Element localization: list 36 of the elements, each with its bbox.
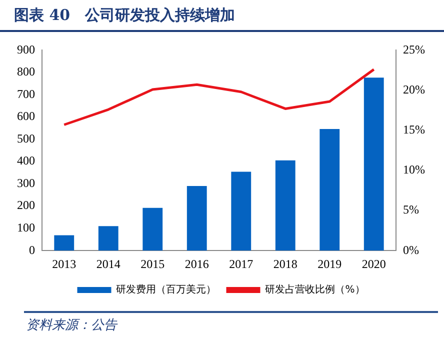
bar (186, 186, 207, 251)
y-tick-label: 600 (17, 109, 35, 124)
bar (231, 172, 252, 251)
legend-label: 研发费用（百万美元） (116, 284, 216, 296)
chart-title: 图表 40 公司研发投入持续增加 (14, 6, 236, 25)
y-tick-label: 700 (17, 86, 35, 101)
bar (142, 208, 163, 251)
y-tick-label: 400 (17, 154, 35, 168)
legend-label: 研发占营收比例（%） (265, 284, 365, 296)
y2-tick-label: 25% (403, 42, 426, 56)
bar (320, 129, 340, 251)
y-tick-label: 300 (17, 176, 35, 190)
y-tick-label: 0 (29, 242, 35, 257)
text: 资料来源：公告 (26, 317, 117, 334)
x-tick-label: 2015 (140, 256, 165, 271)
x-tick-label: 2013 (52, 256, 76, 271)
y-tick-label: 200 (17, 198, 35, 212)
y2-tick-label: 20% (403, 82, 426, 96)
x-tick-label: 2017 (229, 256, 254, 271)
y2-tick-label: 0% (403, 242, 420, 257)
y-tick-label: 100 (17, 220, 35, 234)
x-tick-label: 2014 (96, 256, 120, 271)
x-tick-label: 2018 (273, 256, 298, 271)
y2-tick-label: 15% (403, 122, 426, 137)
x-tick-label: 2016 (184, 256, 209, 271)
bar (275, 160, 296, 251)
y2-tick-label: 10% (403, 162, 426, 177)
bar (364, 78, 384, 251)
y-tick-label: 500 (17, 131, 35, 146)
x-tick-label: 2020 (362, 256, 386, 271)
bar (54, 235, 74, 251)
x-tick-label: 2019 (318, 256, 342, 271)
y-tick-label: 800 (17, 64, 35, 79)
bar (98, 226, 118, 251)
y2-tick-label: 5% (403, 202, 420, 217)
y-tick-label: 900 (17, 42, 35, 56)
